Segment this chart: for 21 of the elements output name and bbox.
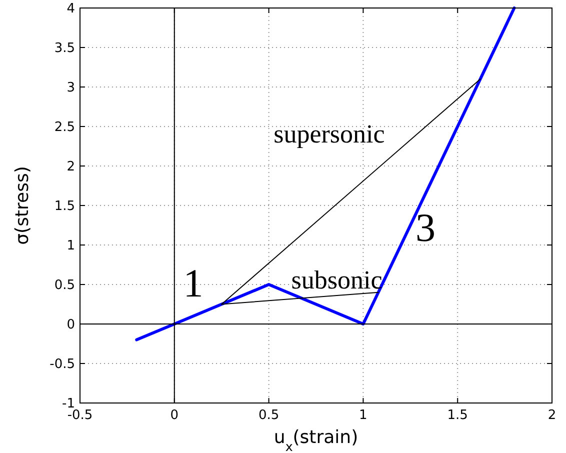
y-tick-label: 4 (66, 2, 75, 17)
x-tick-label: 2 (548, 408, 556, 423)
x-tick-label: 1 (359, 408, 368, 423)
y-tick-label: 0 (66, 318, 75, 333)
y-tick-label: 2.5 (54, 120, 75, 136)
y-axis-title: σ(stress) (12, 166, 33, 245)
y-tick-label: 3 (66, 80, 75, 96)
x-tick-label: 1.5 (447, 408, 468, 423)
y-tick-label: 1.5 (54, 199, 75, 214)
y-tick-label: 3.5 (54, 41, 75, 56)
x-tick-label: 0.5 (258, 408, 280, 423)
y-tick-label: 2 (66, 160, 75, 175)
y-tick-label: 1 (66, 238, 75, 254)
annotation: subsonic (291, 265, 382, 294)
y-tick-label: -0.5 (50, 357, 75, 372)
annotation: supersonic (274, 119, 385, 148)
annotation: 1 (183, 260, 204, 306)
annotation: 3 (416, 205, 436, 250)
x-axis-title: u$_{x}$(strain) (274, 427, 358, 453)
x-tick-label: 0 (170, 408, 179, 423)
y-tick-label: 0.5 (54, 278, 75, 294)
